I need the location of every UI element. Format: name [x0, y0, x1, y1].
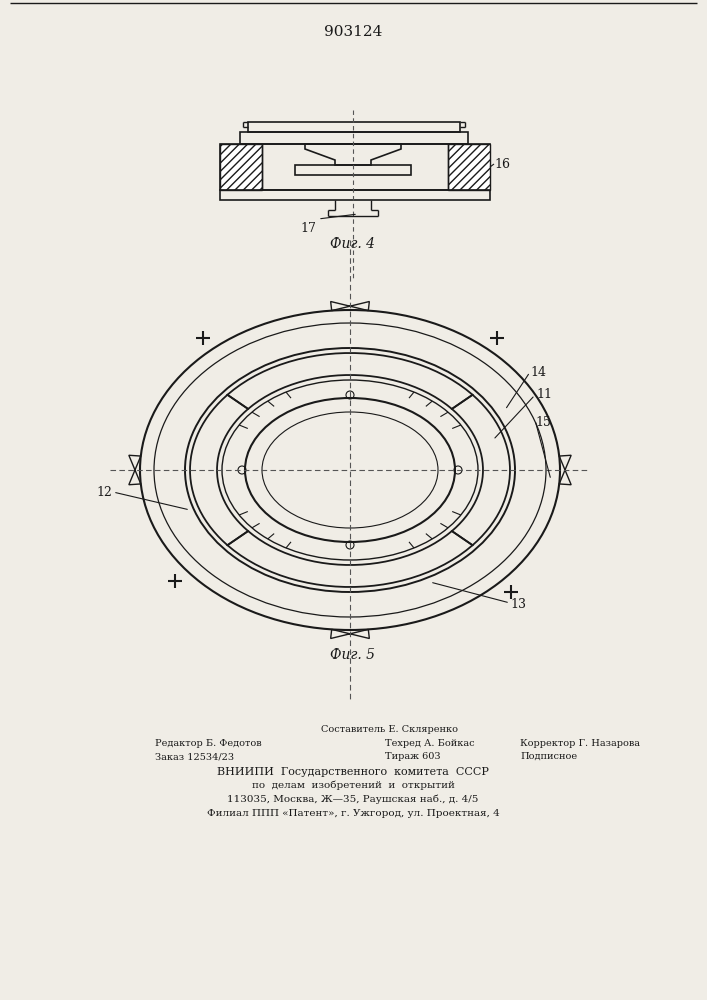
Text: Корректор Г. Назарова: Корректор Г. Назарова	[520, 739, 640, 748]
Text: Тираж 603: Тираж 603	[385, 752, 440, 761]
Text: Техред А. Бойкас: Техред А. Бойкас	[385, 739, 474, 748]
Text: Подписное: Подписное	[520, 752, 577, 761]
Text: 15: 15	[535, 416, 551, 428]
Text: Фиг. 4: Фиг. 4	[330, 237, 375, 251]
Text: Редактор Б. Федотов: Редактор Б. Федотов	[155, 739, 262, 748]
Text: 113035, Москва, Ж—35, Раушская наб., д. 4/5: 113035, Москва, Ж—35, Раушская наб., д. …	[228, 795, 479, 804]
Text: 16: 16	[494, 157, 510, 170]
Text: Составитель Е. Скляренко: Составитель Е. Скляренко	[322, 725, 459, 734]
Text: 903124: 903124	[324, 25, 382, 39]
Text: 13: 13	[510, 598, 526, 611]
Text: ВНИИПИ  Государственного  комитета  СССР: ВНИИПИ Государственного комитета СССР	[217, 767, 489, 777]
Text: 17: 17	[300, 222, 316, 235]
Text: Фиг. 5: Фиг. 5	[330, 648, 375, 662]
Text: 14: 14	[530, 365, 546, 378]
Text: 12: 12	[96, 486, 112, 498]
Text: Заказ 12534/23: Заказ 12534/23	[155, 752, 234, 761]
Polygon shape	[448, 144, 490, 190]
Text: по  делам  изобретений  и  открытий: по делам изобретений и открытий	[252, 781, 455, 790]
Text: Филиал ППП «Патент», г. Ужгород, ул. Проектная, 4: Филиал ППП «Патент», г. Ужгород, ул. Про…	[206, 809, 499, 818]
Text: 11: 11	[536, 388, 552, 401]
Polygon shape	[220, 144, 262, 190]
